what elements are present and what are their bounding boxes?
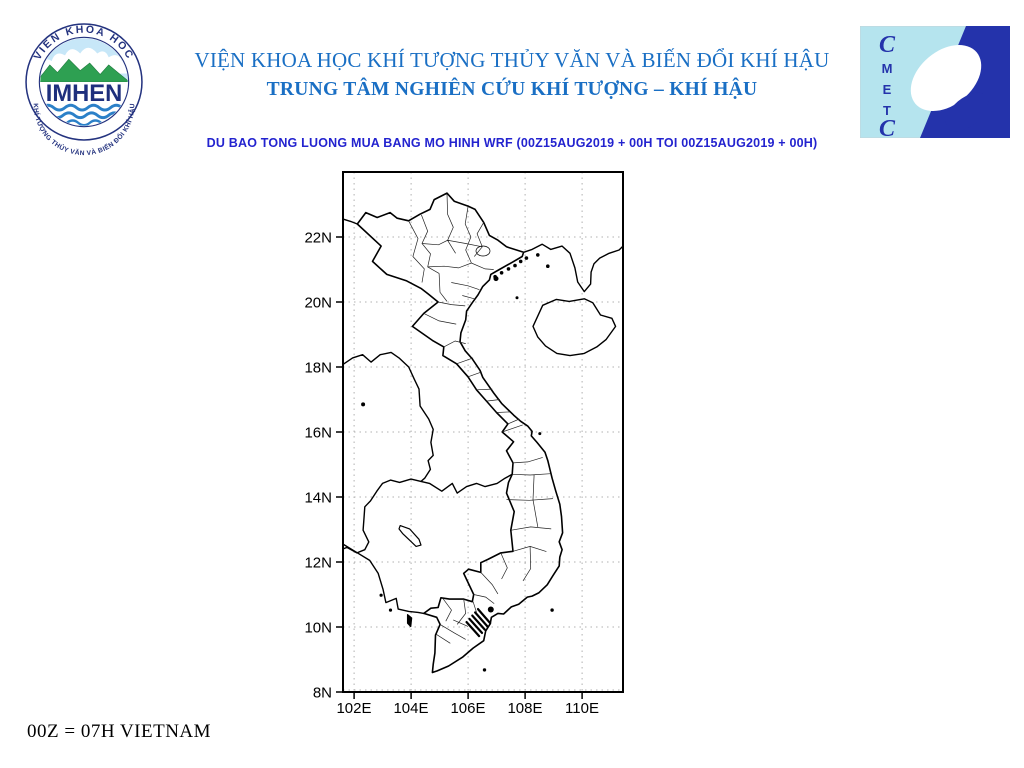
imhen-name: IMHEN bbox=[46, 80, 123, 107]
islands bbox=[361, 253, 554, 672]
mountains bbox=[40, 58, 128, 83]
x-axis-label: 104E bbox=[393, 700, 428, 717]
institute-title: VIỆN KHOA HỌC KHÍ TƯỢNG THỦY VĂN VÀ BIẾN… bbox=[194, 48, 830, 72]
map-geography bbox=[342, 192, 624, 674]
cham-island bbox=[538, 432, 542, 436]
y-axis-label: 18N bbox=[304, 360, 332, 377]
y-axis-label: 16N bbox=[304, 425, 332, 442]
bach-long-vi-island bbox=[515, 296, 519, 300]
cmetc-letters: C M E T C bbox=[879, 32, 896, 138]
name-band bbox=[40, 82, 128, 104]
cmetc-s-curve-dark bbox=[945, 92, 989, 132]
x-axis-label: 108E bbox=[507, 700, 542, 717]
forecast-title: DU BAO TONG LUONG MUA BANG MO HINH WRF (… bbox=[206, 136, 818, 150]
cmetc-letter: E bbox=[883, 82, 892, 97]
timezone-note: 00Z = 07H VIETNAM bbox=[27, 721, 212, 742]
x-axis-labels: 102E 104E 106E 108E 110E bbox=[336, 700, 598, 717]
imhen-logo: IMHEN VIEN KHOA HOC KHÍ TƯỢNG THỦY VĂN V… bbox=[25, 23, 143, 157]
logo-emblem: IMHEN bbox=[40, 38, 128, 126]
y-axis-label: 10N bbox=[304, 620, 332, 637]
china-laos-border bbox=[342, 218, 358, 225]
cmetc-letter: M bbox=[882, 61, 893, 76]
header-titles: VIỆN KHOA HỌC KHÍ TƯỢNG THỦY VĂN VÀ BIẾN… bbox=[160, 46, 864, 103]
y-axis-label: 20N bbox=[304, 295, 332, 312]
axis-ticks bbox=[336, 236, 583, 699]
cmetc-letter: C bbox=[879, 116, 896, 138]
y-axis-label: 22N bbox=[304, 230, 332, 247]
ba-be-lake-outline bbox=[475, 245, 491, 257]
vietnam-border bbox=[356, 192, 564, 674]
con-dao-island bbox=[482, 668, 487, 672]
phu-quoc-island bbox=[406, 614, 413, 628]
hainan-island bbox=[532, 298, 617, 357]
province-boundaries bbox=[408, 193, 553, 644]
y-axis-label: 12N bbox=[304, 555, 332, 572]
phu-quy-island bbox=[550, 608, 554, 612]
x-axis-label: 110E bbox=[565, 700, 599, 717]
gridlines bbox=[343, 172, 623, 692]
center-title: TRUNG TÂM NGHIÊN CỨU KHÍ TƯỢNG – KHÍ HẬU bbox=[266, 79, 758, 100]
y-axis-label: 8N bbox=[313, 685, 332, 702]
tonle-sap-lake bbox=[398, 525, 422, 547]
cmetc-letter: T bbox=[883, 103, 891, 118]
mekong-estuary-marks bbox=[465, 607, 492, 638]
cmetc-letter: C bbox=[879, 32, 896, 58]
cambodia-coastline bbox=[342, 543, 425, 615]
y-axis-labels: 22N 20N 18N 16N 14N 12N 10N 8N bbox=[304, 230, 332, 702]
laos-thailand-border bbox=[342, 351, 434, 554]
y-axis-label: 14N bbox=[304, 490, 332, 507]
laos-cambodia-border bbox=[420, 473, 513, 494]
cmetc-s-curve-white bbox=[910, 45, 982, 111]
cmetc-logo: C M E T C bbox=[860, 26, 1010, 138]
saigon-river-mark bbox=[487, 606, 494, 613]
x-axis-label: 106E bbox=[450, 700, 485, 717]
china-coastline bbox=[522, 243, 624, 293]
x-axis-label: 102E bbox=[336, 700, 371, 717]
